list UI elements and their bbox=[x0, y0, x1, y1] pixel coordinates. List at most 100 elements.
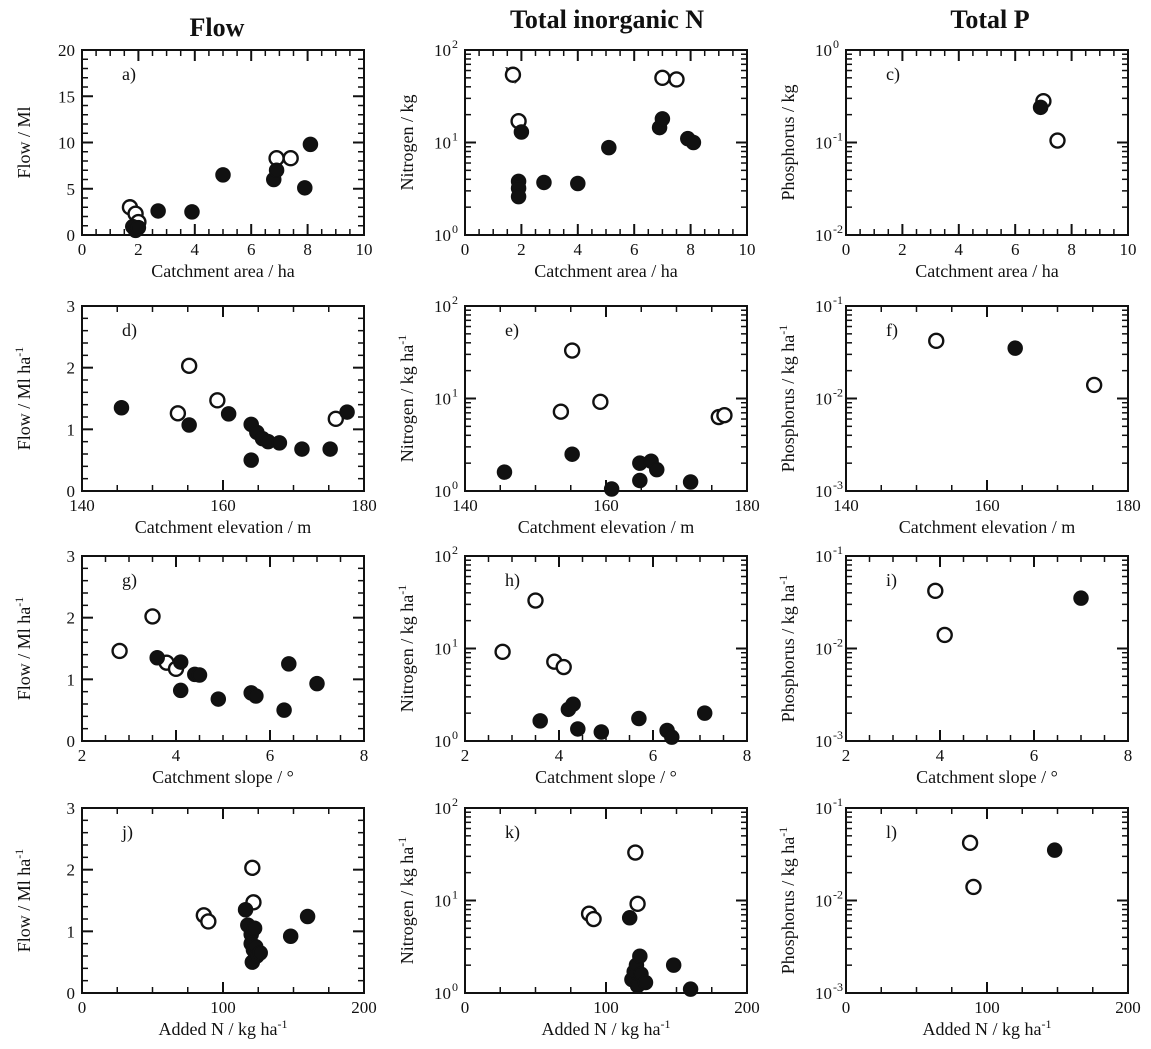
filled-point bbox=[302, 136, 319, 153]
panel-i: 2 4 6 810-310-210 -1i)Catchment slope / °Pho… bbox=[776, 543, 1132, 787]
column-title-nitrogen: Total inorganic N bbox=[510, 5, 704, 34]
x-axis-label: Catchment slope / ° bbox=[535, 767, 677, 787]
open-point bbox=[494, 643, 511, 661]
y-tick-label: 2 bbox=[67, 609, 76, 628]
y-tick-exponent: -3 bbox=[833, 980, 843, 994]
y-tick-label: 10 bbox=[815, 390, 832, 409]
filled-point bbox=[172, 682, 189, 699]
panel-label: d) bbox=[122, 320, 137, 341]
x-tick-label: 2 bbox=[78, 746, 87, 765]
filled-point bbox=[603, 481, 620, 497]
panel-label: f) bbox=[886, 320, 898, 341]
filled-point bbox=[246, 920, 263, 936]
filled-point bbox=[248, 688, 264, 704]
y-tick-exponent: 1 bbox=[452, 888, 458, 902]
y-tick-label: 10 bbox=[815, 547, 832, 566]
x-tick-label: 6 bbox=[630, 240, 639, 259]
y-axis-label: Phosphorus / kg bbox=[778, 84, 798, 200]
y-tick-label: 10 bbox=[434, 892, 451, 911]
x-tick-label: 8 bbox=[1124, 746, 1133, 765]
y-tick-label: 10 bbox=[434, 640, 451, 659]
filled-point bbox=[1007, 340, 1023, 356]
panel-label: j) bbox=[121, 822, 133, 843]
filled-point bbox=[297, 180, 313, 196]
x-axis-label: Catchment slope / ° bbox=[152, 767, 294, 787]
open-point bbox=[627, 844, 644, 861]
x-tick-label: 8 bbox=[1067, 240, 1076, 259]
x-tick-label: 10 bbox=[739, 240, 756, 259]
open-point bbox=[144, 608, 161, 625]
filled-point bbox=[696, 705, 713, 721]
panel-label: k) bbox=[505, 822, 520, 843]
filled-point bbox=[252, 945, 268, 961]
filled-point bbox=[322, 441, 338, 457]
x-tick-label: 2 bbox=[517, 240, 526, 259]
y-axis-label: Nitrogen / kg ha-1 bbox=[395, 585, 417, 712]
x-tick-label: 160 bbox=[974, 496, 1000, 515]
x-tick-label: 2 bbox=[842, 746, 851, 765]
filled-point bbox=[215, 167, 231, 183]
filled-point bbox=[1046, 842, 1063, 858]
panel-label: e) bbox=[505, 320, 519, 341]
filled-point bbox=[1032, 99, 1049, 116]
open-point bbox=[563, 342, 581, 359]
x-axis-label: Catchment elevation / m bbox=[518, 517, 694, 537]
open-point bbox=[555, 658, 572, 676]
x-tick-label: 0 bbox=[842, 998, 851, 1017]
y-tick-exponent: -2 bbox=[833, 636, 843, 650]
filled-point bbox=[637, 974, 654, 991]
y-tick-label: 10 bbox=[815, 799, 832, 818]
y-tick-exponent: -1 bbox=[833, 293, 843, 307]
panel-j: 0 100 200 0 1 2 3 j) Added N / kg ha-1 Flow / Ml … bbox=[12, 799, 377, 1039]
filled-point bbox=[149, 650, 165, 666]
open-point bbox=[654, 69, 671, 87]
x-tick-label: 2 bbox=[461, 746, 470, 765]
y-tick-label: 10 bbox=[58, 134, 75, 153]
x-tick-label: 0 bbox=[78, 240, 87, 259]
x-tick-label: 2 bbox=[898, 240, 907, 259]
filled-point bbox=[294, 441, 310, 457]
y-tick-exponent: 2 bbox=[452, 543, 458, 557]
y-tick-label: 10 bbox=[434, 41, 451, 60]
y-tick-label: 0 bbox=[67, 482, 76, 501]
open-point bbox=[180, 357, 198, 375]
y-tick-label: 10 bbox=[434, 297, 451, 316]
x-tick-label: 8 bbox=[686, 240, 695, 259]
filled-point bbox=[237, 902, 254, 918]
filled-point bbox=[513, 124, 530, 140]
filled-point bbox=[665, 957, 682, 973]
y-tick-label: 10 bbox=[815, 41, 832, 60]
x-tick-label: 100 bbox=[210, 998, 236, 1017]
x-tick-label: 4 bbox=[574, 240, 583, 259]
y-tick-label: 10 bbox=[434, 226, 451, 245]
y-tick-exponent: 0 bbox=[833, 37, 839, 51]
y-tick-exponent: 0 bbox=[452, 222, 458, 236]
x-tick-label: 6 bbox=[247, 240, 256, 259]
filled-point bbox=[309, 675, 325, 692]
filled-point bbox=[654, 111, 671, 127]
y-axis-label: Flow / Ml ha-1 bbox=[12, 597, 34, 701]
y-axis-label: Flow / Ml bbox=[14, 106, 34, 178]
filled-point bbox=[243, 452, 259, 468]
x-axis-label: Catchment area / ha bbox=[915, 261, 1058, 281]
filled-point bbox=[649, 461, 665, 478]
panel-label: g) bbox=[122, 570, 137, 591]
filled-point bbox=[510, 188, 527, 205]
x-tick-label: 200 bbox=[734, 998, 760, 1017]
x-axis-label: Catchment slope / ° bbox=[916, 767, 1058, 787]
x-tick-label: 0 bbox=[461, 240, 470, 259]
y-tick-exponent: 1 bbox=[452, 130, 458, 144]
column-title-flow: Flow bbox=[190, 13, 245, 42]
open-point bbox=[668, 71, 685, 88]
x-tick-label: 140 bbox=[833, 496, 859, 515]
filled-point bbox=[685, 134, 702, 151]
y-tick-exponent: 2 bbox=[452, 293, 458, 307]
y-tick-label: 10 bbox=[815, 892, 832, 911]
filled-point bbox=[564, 446, 580, 462]
filled-point bbox=[339, 404, 355, 420]
open-point bbox=[961, 834, 979, 852]
y-tick-label: 10 bbox=[815, 732, 832, 751]
